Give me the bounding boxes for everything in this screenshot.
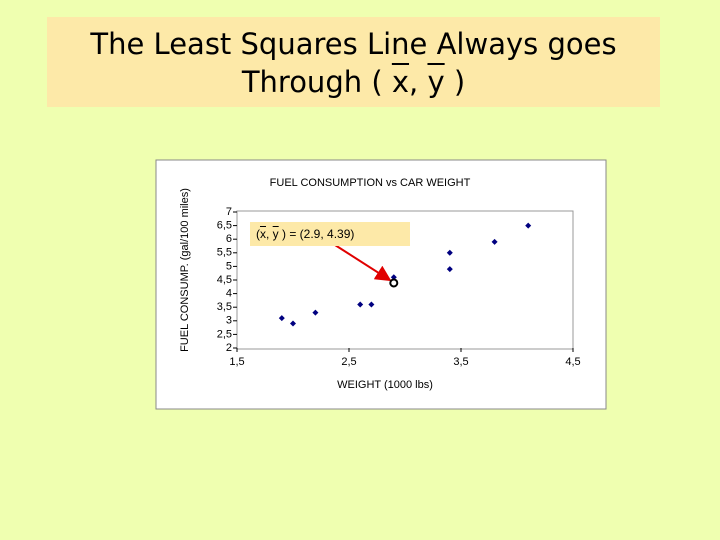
y-tick-label: 5,5 bbox=[217, 247, 232, 259]
x-tick-label: 3,5 bbox=[453, 356, 468, 368]
title-text: y bbox=[427, 65, 445, 99]
y-tick-label: 4 bbox=[226, 288, 232, 300]
y-tick-label: 6 bbox=[226, 233, 232, 245]
point bbox=[278, 315, 285, 322]
chart-title: FUEL CONSUMPTION vs CAR WEIGHT bbox=[270, 177, 471, 189]
annotation-text: x bbox=[260, 227, 266, 241]
slide-title: The Least Squares Line Always goes Throug… bbox=[47, 17, 660, 107]
y-tick-label: 7 bbox=[226, 206, 232, 218]
mean-point bbox=[389, 278, 399, 288]
x-axis-label: WEIGHT (1000 lbs) bbox=[337, 379, 433, 391]
y-tick-label: 4,5 bbox=[217, 274, 232, 286]
title-text: Through ( bbox=[241, 65, 392, 99]
point bbox=[525, 222, 532, 229]
y-axis-label: FUEL CONSUMP. (gal/100 miles) bbox=[179, 188, 191, 352]
x-tick-label: 2,5 bbox=[341, 356, 356, 368]
annotation: (x, y ) = (2.9, 4.39) bbox=[250, 222, 410, 246]
annotation-text: ) = (2.9, 4.39) bbox=[278, 227, 355, 241]
point bbox=[491, 238, 498, 245]
annotation-text: , bbox=[266, 227, 273, 241]
annotation-text: ( bbox=[256, 227, 260, 241]
point bbox=[290, 320, 296, 327]
title-text: x bbox=[391, 65, 410, 99]
x-tick-label: 1,5 bbox=[229, 356, 244, 368]
y-tick-label: 6,5 bbox=[217, 220, 232, 232]
point bbox=[368, 301, 375, 308]
annotation-arrow bbox=[334, 244, 392, 282]
title-text: , bbox=[409, 65, 428, 99]
y-tick-label: 3 bbox=[226, 315, 232, 327]
point bbox=[446, 266, 453, 273]
point bbox=[312, 309, 319, 316]
y-tick-label: 5 bbox=[226, 260, 232, 272]
point bbox=[357, 301, 364, 308]
annotation-text: y bbox=[272, 227, 279, 241]
title-text: The Least Squares Line Always goes bbox=[90, 27, 617, 61]
y-tick-label: 3,5 bbox=[217, 301, 232, 313]
title-text: ) bbox=[444, 65, 466, 99]
x-tick-label: 4,5 bbox=[565, 356, 580, 368]
point bbox=[446, 249, 453, 256]
y-tick-label: 2,5 bbox=[217, 328, 232, 340]
y-tick-label: 2 bbox=[226, 342, 232, 354]
